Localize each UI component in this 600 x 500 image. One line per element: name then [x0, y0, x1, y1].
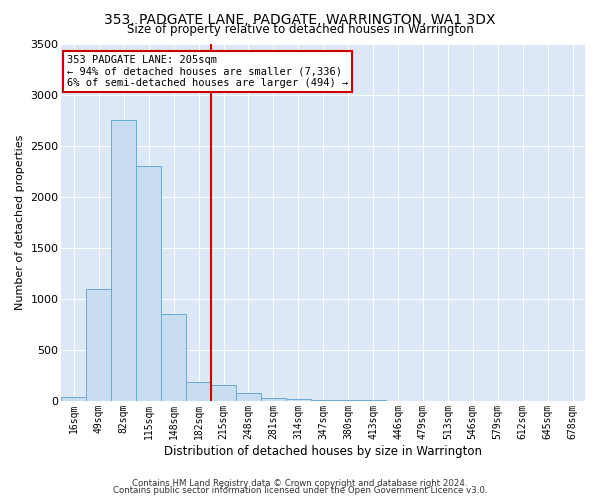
Bar	[211, 385, 236, 401]
X-axis label: Distribution of detached houses by size in Warrington: Distribution of detached houses by size …	[164, 444, 482, 458]
Bar	[286, 400, 311, 401]
Text: 353, PADGATE LANE, PADGATE, WARRINGTON, WA1 3DX: 353, PADGATE LANE, PADGATE, WARRINGTON, …	[104, 12, 496, 26]
Bar	[261, 398, 286, 401]
Bar	[161, 314, 186, 401]
Text: 353 PADGATE LANE: 205sqm
← 94% of detached houses are smaller (7,336)
6% of semi: 353 PADGATE LANE: 205sqm ← 94% of detach…	[67, 54, 348, 88]
Bar	[112, 120, 136, 401]
Y-axis label: Number of detached properties: Number of detached properties	[15, 135, 25, 310]
Bar	[236, 394, 261, 401]
Bar	[361, 400, 386, 401]
Bar	[136, 166, 161, 401]
Bar	[86, 288, 112, 401]
Text: Contains public sector information licensed under the Open Government Licence v3: Contains public sector information licen…	[113, 486, 487, 495]
Bar	[311, 400, 335, 401]
Text: Size of property relative to detached houses in Warrington: Size of property relative to detached ho…	[127, 22, 473, 36]
Bar	[335, 400, 361, 401]
Text: Contains HM Land Registry data © Crown copyright and database right 2024.: Contains HM Land Registry data © Crown c…	[132, 478, 468, 488]
Bar	[61, 397, 86, 401]
Bar	[186, 382, 211, 401]
